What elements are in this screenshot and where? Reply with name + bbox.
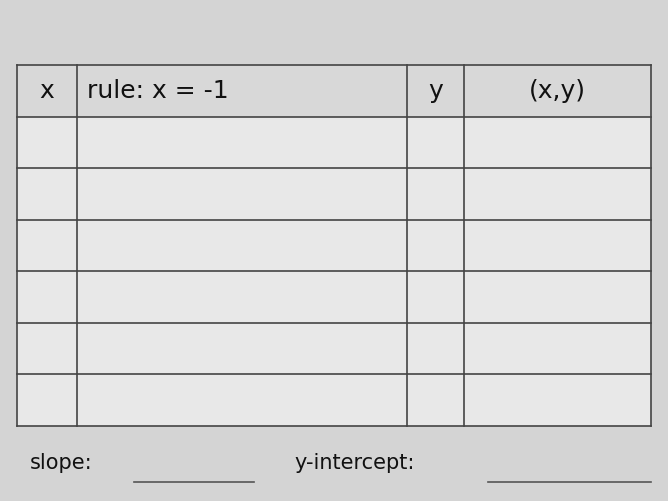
Bar (17, 65, 77, 117)
Bar (407, 374, 464, 426)
Bar (407, 323, 464, 374)
Bar (407, 65, 464, 117)
Bar (77, 374, 407, 426)
Bar (464, 168, 651, 220)
Text: (x,y): (x,y) (529, 79, 587, 103)
Bar (77, 117, 407, 168)
Bar (77, 65, 407, 117)
Bar (17, 220, 77, 271)
Bar (407, 117, 464, 168)
Text: rule: x = -1: rule: x = -1 (87, 79, 228, 103)
Bar (17, 323, 77, 374)
Bar (17, 117, 77, 168)
Bar (464, 65, 651, 117)
Bar (17, 271, 77, 323)
Bar (77, 323, 407, 374)
Bar (407, 168, 464, 220)
Bar (77, 220, 407, 271)
Bar (464, 117, 651, 168)
Text: slope:: slope: (30, 453, 93, 473)
Bar (17, 168, 77, 220)
Bar (77, 168, 407, 220)
Bar (464, 220, 651, 271)
Text: y-intercept:: y-intercept: (294, 453, 414, 473)
Bar (407, 271, 464, 323)
Bar (17, 374, 77, 426)
Bar (407, 220, 464, 271)
Bar (464, 323, 651, 374)
Text: x: x (39, 79, 54, 103)
Bar (464, 271, 651, 323)
Bar (464, 374, 651, 426)
Bar (77, 271, 407, 323)
Text: y: y (428, 79, 443, 103)
